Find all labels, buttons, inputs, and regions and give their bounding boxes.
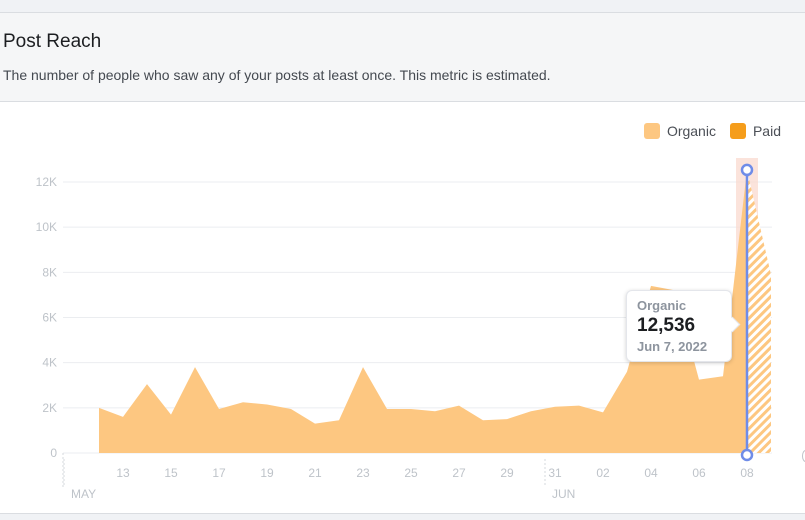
post-reach-chart[interactable]: 0 2K 4K 6K 8K 10K 12K 13 15 17 19 21 23 25 27 29 31 02 04 0… [0, 13, 805, 513]
x-tick-label: 15 [164, 466, 178, 480]
metric-description: The number of people who saw any of your… [3, 67, 551, 83]
legend-swatch [643, 123, 660, 139]
tooltip-value: 12,536 [637, 315, 696, 336]
legend-item[interactable]: Paid [729, 123, 781, 139]
tooltip-series-label: Organic [637, 298, 687, 313]
x-tick-label: 04 [644, 466, 658, 480]
legend-swatch [729, 123, 746, 139]
x-tick-label: 02 [596, 466, 610, 480]
hover-base-marker [740, 448, 754, 462]
y-tick-label: 12K [36, 175, 57, 189]
tooltip-date: Jun 7, 2022 [637, 339, 708, 354]
x-tick-label: 13 [116, 466, 130, 480]
month-label: JUN [552, 487, 575, 501]
post-reach-card: Post Reach The number of people who saw … [0, 12, 805, 514]
x-tick-label: 17 [212, 466, 226, 480]
legend-label: Organic [666, 123, 716, 139]
y-tick-label: 8K [42, 265, 57, 279]
chart-legend: Organic Paid [643, 123, 781, 139]
legend-item[interactable]: Organic [643, 123, 716, 139]
x-tick-label: 25 [404, 466, 418, 480]
x-tick-label: 21 [308, 466, 322, 480]
legend-label: Paid [752, 123, 781, 139]
y-tick-label: 10K [36, 220, 57, 234]
x-tick-label: 19 [260, 466, 274, 480]
scroll-edge-indicator [802, 450, 805, 462]
card-header: Post Reach The number of people who saw … [0, 13, 805, 102]
x-tick-label: 29 [500, 466, 514, 480]
x-tick-label: 27 [452, 466, 466, 480]
y-tick-label: 6K [42, 311, 57, 325]
x-tick-label: 23 [356, 466, 370, 480]
organic-area-partial [747, 169, 771, 454]
x-tick-label: 08 [740, 466, 754, 480]
month-label: MAY [71, 487, 96, 501]
y-tick-label: 2K [42, 401, 57, 415]
hover-point-marker [740, 163, 754, 177]
x-tick-label: 31 [548, 466, 562, 480]
page-title: Post Reach [3, 31, 102, 52]
organic-area [99, 169, 747, 454]
y-tick-label: 0 [50, 446, 57, 460]
y-tick-label: 4K [42, 356, 57, 370]
x-tick-label: 06 [692, 466, 706, 480]
chart-tooltip: Organic 12,536 Jun 7, 2022 [626, 290, 732, 362]
